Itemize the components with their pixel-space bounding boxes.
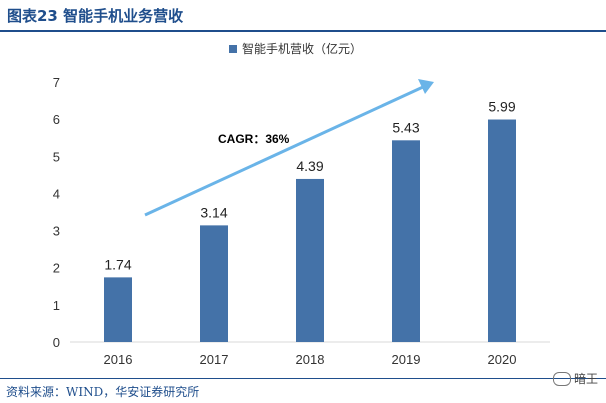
y-tick-label: 6	[53, 112, 60, 127]
y-tick-label: 5	[53, 149, 60, 164]
legend-label: 智能手机营收（亿元）	[242, 41, 362, 56]
bar-2018	[296, 178, 324, 342]
bar-2017	[200, 225, 228, 342]
y-tick-label: 3	[53, 224, 60, 239]
x-tick-label: 2017	[200, 352, 229, 367]
data-labels: 1.74 3.14 4.39 5.43 5.99	[104, 99, 515, 273]
source-note: 资料来源：WIND，华安证券研究所	[6, 385, 200, 399]
bars-group	[104, 119, 516, 342]
y-tick-label: 0	[53, 335, 60, 350]
wechat-icon	[552, 371, 571, 386]
legend-swatch	[229, 45, 237, 53]
x-tick-label: 2020	[488, 352, 517, 367]
y-tick-label: 7	[53, 75, 60, 90]
y-axis: 0 1 2 3 4 5 6 7	[53, 75, 60, 350]
data-label-2019: 5.43	[392, 119, 419, 135]
x-tick-label: 2016	[104, 352, 133, 367]
watermark: 暗王	[552, 370, 598, 387]
bar-2020	[488, 119, 516, 342]
title-rule	[0, 30, 606, 32]
cagr-arrow	[144, 79, 434, 217]
cagr-arrow-line	[144, 85, 424, 217]
x-tick-label: 2019	[392, 352, 421, 367]
x-axis: 2016 2017 2018 2019 2020	[104, 352, 517, 367]
watermark-text: 暗王	[573, 372, 598, 386]
data-label-2018: 4.39	[296, 158, 323, 174]
y-tick-label: 1	[53, 298, 60, 313]
x-tick-label: 2018	[296, 352, 325, 367]
bar-2019	[392, 140, 420, 342]
figure-title: 图表23 智能手机业务营收	[7, 7, 184, 25]
y-tick-label: 2	[53, 261, 60, 276]
footer-rule	[0, 378, 606, 379]
bar-2016	[104, 277, 132, 342]
data-label-2016: 1.74	[104, 256, 131, 272]
cagr-annotation: CAGR：36%	[218, 132, 290, 146]
cagr-arrow-head	[418, 79, 434, 94]
y-tick-label: 4	[53, 186, 60, 201]
data-label-2017: 3.14	[200, 204, 227, 220]
data-label-2020: 5.99	[488, 99, 515, 115]
chart-legend: 智能手机营收（亿元）	[229, 41, 362, 56]
